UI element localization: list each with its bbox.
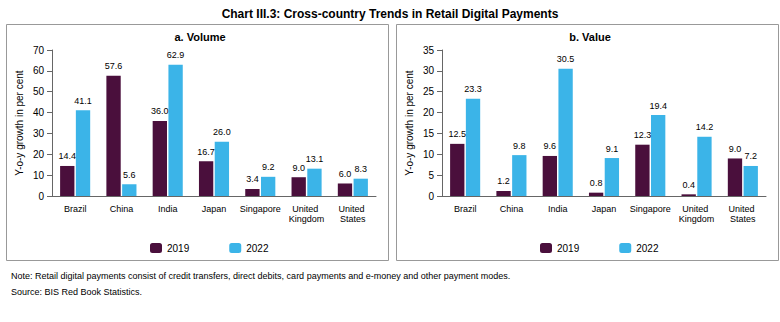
svg-text:1.2: 1.2	[497, 176, 510, 186]
svg-text:9.8: 9.8	[513, 141, 526, 151]
svg-text:5.6: 5.6	[123, 170, 136, 180]
svg-text:35: 35	[423, 45, 435, 56]
svg-text:9.0: 9.0	[292, 163, 305, 173]
svg-text:3.4: 3.4	[246, 174, 259, 184]
svg-text:0: 0	[38, 191, 44, 202]
svg-text:Source: BIS Red Book Statistic: Source: BIS Red Book Statistics.	[11, 287, 142, 297]
svg-text:Kingdom: Kingdom	[679, 214, 715, 224]
svg-text:41.1: 41.1	[74, 96, 92, 106]
svg-text:12.3: 12.3	[634, 130, 652, 140]
svg-text:2019: 2019	[557, 243, 580, 254]
svg-text:50: 50	[33, 86, 45, 97]
svg-text:Brazil: Brazil	[454, 204, 477, 214]
svg-text:7.2: 7.2	[744, 151, 757, 161]
svg-text:9.1: 9.1	[606, 144, 619, 154]
svg-text:10: 10	[423, 149, 435, 160]
svg-text:5: 5	[428, 170, 434, 181]
svg-text:Kingdom: Kingdom	[289, 214, 325, 224]
svg-text:20: 20	[33, 149, 45, 160]
svg-text:70: 70	[33, 45, 45, 56]
svg-text:States: States	[730, 214, 756, 224]
svg-text:10: 10	[33, 170, 45, 181]
svg-text:United: United	[292, 204, 321, 214]
svg-text:2022: 2022	[246, 243, 269, 254]
svg-text:14.2: 14.2	[696, 122, 714, 132]
svg-text:62.9: 62.9	[167, 50, 185, 60]
svg-text:13.1: 13.1	[306, 154, 324, 164]
svg-text:Y-o-y growth in per cent: Y-o-y growth in per cent	[404, 70, 415, 175]
svg-text:8.3: 8.3	[354, 164, 367, 174]
svg-text:India: India	[548, 204, 568, 214]
svg-text:6.0: 6.0	[339, 169, 352, 179]
svg-text:States: States	[340, 214, 366, 224]
svg-text:23.3: 23.3	[464, 84, 482, 94]
svg-text:9.6: 9.6	[544, 141, 557, 151]
svg-text:9.2: 9.2	[262, 162, 275, 172]
svg-text:25: 25	[423, 86, 435, 97]
svg-text:9.0: 9.0	[729, 144, 742, 154]
svg-text:15: 15	[423, 128, 435, 139]
svg-text:0: 0	[428, 191, 434, 202]
svg-text:United: United	[339, 204, 368, 214]
svg-text:19.4: 19.4	[649, 101, 667, 111]
svg-text:a. Volume: a. Volume	[174, 31, 225, 43]
svg-text:30: 30	[33, 128, 45, 139]
svg-text:14.4: 14.4	[58, 151, 76, 161]
svg-text:Note: Retail digital payments: Note: Retail digital payments consist of…	[11, 271, 510, 281]
svg-text:60: 60	[33, 65, 45, 76]
svg-text:40: 40	[33, 107, 45, 118]
svg-text:United: United	[682, 204, 711, 214]
svg-text:Japan: Japan	[202, 204, 227, 214]
svg-text:United: United	[729, 204, 758, 214]
svg-text:20: 20	[423, 107, 435, 118]
svg-text:b. Value: b. Value	[569, 31, 611, 43]
svg-text:57.6: 57.6	[105, 61, 123, 71]
svg-text:12.5: 12.5	[448, 129, 466, 139]
svg-text:2022: 2022	[636, 243, 659, 254]
svg-text:Singapore: Singapore	[240, 204, 281, 214]
svg-text:2019: 2019	[167, 243, 190, 254]
svg-text:0.8: 0.8	[590, 178, 603, 188]
svg-text:Y-o-y growth in per cent: Y-o-y growth in per cent	[14, 70, 25, 175]
svg-text:Chart III.3: Cross-country Tre: Chart III.3: Cross-country Trends in Ret…	[222, 7, 559, 21]
svg-text:30: 30	[423, 65, 435, 76]
svg-text:26.0: 26.0	[213, 127, 231, 137]
svg-text:Brazil: Brazil	[64, 204, 87, 214]
svg-text:China: China	[110, 204, 134, 214]
svg-text:China: China	[500, 204, 524, 214]
svg-text:30.5: 30.5	[557, 54, 575, 64]
svg-text:Singapore: Singapore	[630, 204, 671, 214]
svg-text:16.7: 16.7	[197, 147, 215, 157]
svg-text:India: India	[158, 204, 178, 214]
svg-text:Japan: Japan	[592, 204, 617, 214]
svg-text:0.4: 0.4	[682, 180, 695, 190]
svg-text:36.0: 36.0	[151, 106, 169, 116]
